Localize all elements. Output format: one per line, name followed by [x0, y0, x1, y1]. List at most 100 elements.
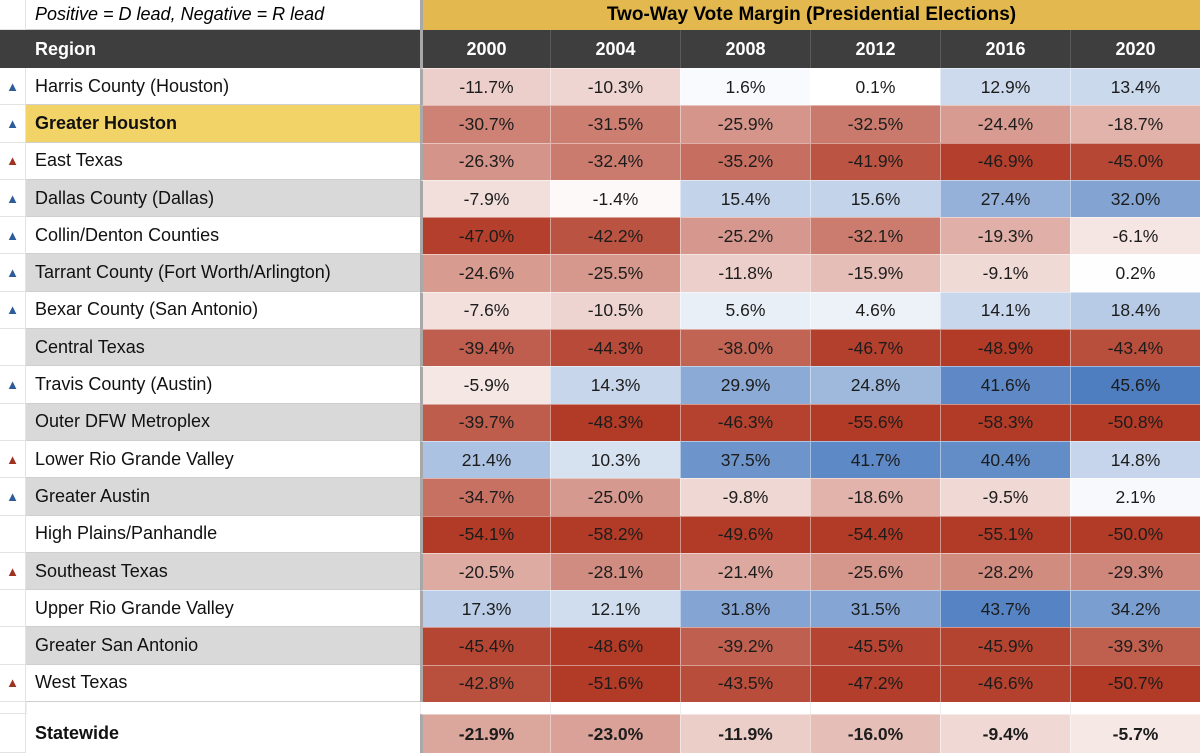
margin-cell: -39.4% [420, 329, 550, 367]
margin-cell: -42.2% [550, 217, 680, 255]
margin-cell: 13.4% [1070, 68, 1200, 106]
margin-cell: 40.4% [940, 440, 1070, 479]
margin-cell: -49.6% [680, 515, 810, 553]
margin-cell: -25.2% [680, 217, 810, 255]
dem-trend-up-icon: ▲ [6, 302, 19, 318]
trend-cell: ▲ [0, 254, 26, 292]
margin-cell: -25.0% [550, 478, 680, 516]
margin-cell: 45.6% [1070, 366, 1200, 404]
year-header: 2016 [940, 30, 1070, 68]
margin-cell: -35.2% [680, 142, 810, 180]
region-cell: West Texas [26, 664, 420, 703]
margin-cell: -58.3% [940, 403, 1070, 441]
year-header: 2004 [550, 30, 680, 68]
dem-trend-up-icon: ▲ [6, 190, 19, 206]
trend-cell: ▲ [0, 68, 26, 106]
margin-cell: -48.6% [550, 627, 680, 665]
dem-trend-up-icon: ▲ [6, 488, 19, 504]
trend-cell [0, 714, 26, 753]
margin-cell: -9.1% [940, 254, 1070, 292]
spacer-cell [0, 702, 26, 715]
margin-cell: -46.9% [940, 142, 1070, 180]
table-row: Greater San Antonio -45.4% -48.6% -39.2% -45… [0, 627, 1200, 665]
spacer-row [0, 702, 1200, 715]
legend-note: Positive = D lead, Negative = R lead [26, 0, 420, 30]
margin-cell: -18.6% [810, 478, 940, 516]
trend-cell: ▲ [0, 142, 26, 180]
margin-cell: -31.5% [550, 105, 680, 143]
margin-cell: 21.4% [420, 440, 550, 479]
margin-cell: -55.1% [940, 515, 1070, 553]
trend-cell: ▲ [0, 366, 26, 404]
trend-cell [0, 329, 26, 367]
trend-cell [0, 627, 26, 665]
trend-cell: ▲ [0, 552, 26, 591]
margin-cell: 5.6% [680, 291, 810, 330]
margin-cell: -9.8% [680, 478, 810, 516]
table-row: ▲ East Texas -26.3% -32.4% -35.2% -41.9% -46.9… [0, 142, 1200, 180]
margin-cell: 24.8% [810, 366, 940, 404]
margin-cell: -7.6% [420, 291, 550, 330]
margin-cell: -45.0% [1070, 142, 1200, 180]
margin-cell: 34.2% [1070, 590, 1200, 628]
margin-cell: -55.6% [810, 403, 940, 441]
margin-cell: -28.1% [550, 552, 680, 591]
margin-cell: -1.4% [550, 179, 680, 218]
margin-cell: -23.0% [550, 714, 680, 753]
margin-cell: 1.6% [680, 68, 810, 106]
margin-cell: -26.3% [420, 142, 550, 180]
column-header-row: Region 2000 2004 2008 2012 2016 2020 [0, 30, 1200, 68]
spacer-cell [26, 702, 420, 715]
margin-cell: 15.4% [680, 179, 810, 218]
margin-cell: -45.4% [420, 627, 550, 665]
corner-cell [0, 30, 26, 68]
trend-cell: ▲ [0, 440, 26, 479]
table-row: ▲ Collin/Denton Counties -47.0% -42.2% -25.2… [0, 217, 1200, 255]
margin-cell: 43.7% [940, 590, 1070, 628]
region-cell: Bexar County (San Antonio) [26, 291, 420, 330]
margin-cell: 29.9% [680, 366, 810, 404]
title-row: Positive = D lead, Negative = R lead Two… [0, 0, 1200, 30]
margin-cell: 15.6% [810, 179, 940, 218]
margin-cell: 2.1% [1070, 478, 1200, 516]
region-cell: East Texas [26, 142, 420, 180]
margin-cell: -19.3% [940, 217, 1070, 255]
margin-cell: -32.1% [810, 217, 940, 255]
margin-cell: -24.4% [940, 105, 1070, 143]
margin-cell: -25.5% [550, 254, 680, 292]
margin-cell: -41.9% [810, 142, 940, 180]
margin-cell: -9.4% [940, 714, 1070, 753]
margin-cell: 31.8% [680, 590, 810, 628]
margin-cell: -54.4% [810, 515, 940, 553]
region-cell: Outer DFW Metroplex [26, 403, 420, 441]
region-cell: High Plains/Panhandle [26, 515, 420, 553]
margin-cell: -15.9% [810, 254, 940, 292]
margin-cell: 41.7% [810, 440, 940, 479]
margin-cell: -54.1% [420, 515, 550, 553]
region-cell: Dallas County (Dallas) [26, 179, 420, 218]
region-cell: Greater Houston [26, 105, 420, 143]
region-cell: Statewide [26, 714, 420, 753]
corner-cell-top [0, 0, 26, 30]
margin-cell: -39.3% [1070, 627, 1200, 665]
trend-cell [0, 590, 26, 628]
table-row: ▲ Travis County (Austin) -5.9% 14.3% 29.9% 24… [0, 366, 1200, 404]
margin-cell: -46.7% [810, 329, 940, 367]
margin-cell: 18.4% [1070, 291, 1200, 330]
rep-trend-up-icon: ▲ [6, 675, 19, 691]
margin-cell: -20.5% [420, 552, 550, 591]
margin-cell: -45.9% [940, 627, 1070, 665]
table-row: High Plains/Panhandle -54.1% -58.2% -49.6% -… [0, 515, 1200, 553]
region-cell: Harris County (Houston) [26, 68, 420, 106]
year-header: 2008 [680, 30, 810, 68]
margin-cell: -10.5% [550, 291, 680, 330]
spacer-cell [940, 702, 1070, 715]
margin-cell: -18.7% [1070, 105, 1200, 143]
trend-cell: ▲ [0, 291, 26, 330]
region-cell: Central Texas [26, 329, 420, 367]
spacer-cell [550, 702, 680, 715]
margin-cell: -7.9% [420, 179, 550, 218]
margin-cell: -46.3% [680, 403, 810, 441]
margin-cell: 0.1% [810, 68, 940, 106]
table-row: Upper Rio Grande Valley 17.3% 12.1% 31.8% 31… [0, 590, 1200, 628]
